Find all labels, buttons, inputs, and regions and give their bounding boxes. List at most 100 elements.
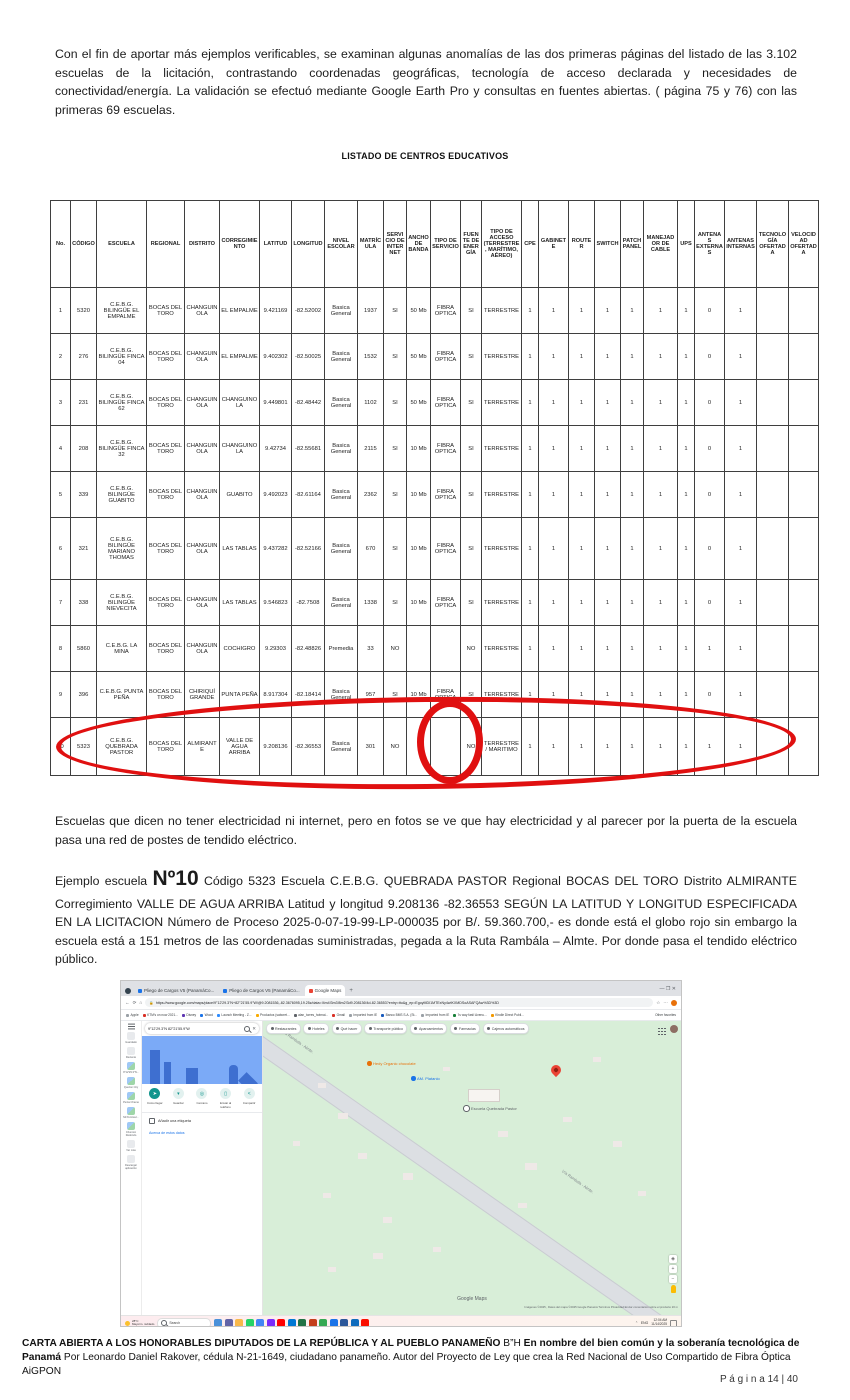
tray-chevron-icon[interactable]: ⌃: [635, 1321, 638, 1325]
other-favorites[interactable]: Other favorites: [655, 1013, 676, 1017]
account-avatar[interactable]: [670, 1024, 678, 1033]
notifications-icon[interactable]: [670, 1319, 677, 1326]
red-circle-annotation: [417, 700, 483, 784]
zoom-in-button[interactable]: +: [669, 1265, 677, 1273]
apps-grid-icon[interactable]: [658, 1027, 660, 1030]
table-cell: CHIRIQUÍ GRANDE: [184, 671, 220, 718]
add-label-row[interactable]: Añadir una etiqueta: [142, 1111, 262, 1128]
bookmark-item[interactable]: Imported from IE: [421, 1013, 449, 1017]
bookmark-item[interactable]: Launch Meeting - Z...: [216, 1013, 252, 1017]
bookmark-item[interactable]: Gmail: [332, 1013, 345, 1017]
map-filter-chip[interactable]: Transporte público: [364, 1023, 408, 1034]
browser-tab[interactable]: Pliego de Cargos V5 (PanamáCo...: [134, 985, 218, 996]
place-thumbnail-icon: [127, 1062, 135, 1071]
hamburger-menu-icon[interactable]: [127, 1026, 135, 1028]
taskbar-app-icon[interactable]: [224, 1319, 233, 1326]
poi-am-platanio[interactable]: AM. Platanio: [411, 1076, 440, 1081]
bookmark-item[interactable]: alan_torres_hotmai...: [293, 1013, 328, 1017]
maps-search-input[interactable]: 9°12'29.3"N 82°21'55.9"W ✕: [145, 1023, 259, 1034]
weather-widget[interactable]: 28°C Mayorm. nublado: [125, 1318, 154, 1326]
maps-action-cercano[interactable]: ◎ Cercano: [191, 1088, 213, 1109]
new-tab-button[interactable]: +: [349, 988, 353, 994]
poi-hedy-organic[interactable]: Hedy Organic chocolate: [367, 1061, 416, 1066]
bookmark-item[interactable]: Apple: [126, 1013, 139, 1017]
bookmark-item[interactable]: Banco BMS S.A. (St...: [381, 1013, 417, 1017]
tray-language[interactable]: ENG: [640, 1321, 649, 1325]
browser-tab[interactable]: Google Maps: [304, 985, 346, 996]
system-tray[interactable]: ⌃ ENG 12:04 AM 11/14/2025: [635, 1318, 677, 1326]
menu-dots-icon[interactable]: ⋯: [663, 999, 668, 1005]
maps-action-guardar[interactable]: ▾ Guardar: [167, 1088, 189, 1109]
map-filter-chip[interactable]: Hoteles: [303, 1023, 330, 1034]
pegman-icon[interactable]: [670, 1285, 676, 1293]
weather-temp: 28°C: [132, 1318, 139, 1323]
taskbar-app-icon[interactable]: [319, 1319, 328, 1326]
star-icon[interactable]: ☆: [656, 999, 661, 1005]
taskbar-app-icon[interactable]: [340, 1319, 349, 1326]
bookmark-item[interactable]: Kindle Direct Publi...: [490, 1013, 524, 1017]
browser-avatar[interactable]: [671, 999, 677, 1006]
maps-sidebar-item[interactable]: Chumico Redondo: [122, 1122, 141, 1137]
refresh-icon[interactable]: ⟳: [132, 999, 137, 1005]
table-cell: 8.917304: [259, 671, 292, 718]
maps-sidebar-item[interactable]: Ver más: [122, 1140, 141, 1152]
sidebar-item-label: Mi Peninsul...: [123, 1116, 139, 1120]
close-icon[interactable]: ✕: [252, 1025, 256, 1031]
poi-escuela-quebrada-pastor[interactable]: Escuela Quebrada Pastor: [463, 1105, 517, 1112]
maps-sidebar-item[interactable]: Punta Chame: [122, 1092, 141, 1104]
back-icon[interactable]: ←: [125, 1000, 130, 1005]
my-location-icon[interactable]: ◈: [669, 1255, 677, 1263]
bookmark-item[interactable]: 'Is way fast! Avenu...: [453, 1013, 487, 1017]
taskbar-search[interactable]: Search: [157, 1317, 212, 1326]
zoom-out-button[interactable]: −: [669, 1275, 677, 1283]
maps-sidebar-item[interactable]: Quezon City: [122, 1077, 141, 1089]
map-filter-chip[interactable]: Farmacias: [449, 1023, 481, 1034]
map-road: [263, 1021, 681, 1315]
table-cell: SI: [460, 579, 482, 626]
table-cell: 1937: [357, 287, 384, 334]
bookmark-label: Disney: [186, 1013, 197, 1017]
taskbar-app-icon[interactable]: [361, 1319, 370, 1326]
red-map-pin[interactable]: [548, 1062, 564, 1078]
table-cell: 301: [357, 717, 384, 776]
bookmark-item[interactable]: Productos (saboret...: [255, 1013, 290, 1017]
about-data-link[interactable]: Acerca de estos datos: [149, 1130, 185, 1135]
maps-sidebar-item[interactable]: Reciente: [122, 1047, 141, 1059]
taskbar-app-icon[interactable]: [214, 1319, 223, 1326]
map-filter-chip[interactable]: Aparcamientos: [409, 1023, 448, 1034]
bookmark-item[interactable]: KTM's on now 2021...: [142, 1013, 178, 1017]
browser-tab[interactable]: Pliego de Cargos V5 (PanamáCo...: [219, 985, 303, 996]
maps-sidebar-item[interactable]: Mi Peninsul...: [122, 1107, 141, 1119]
search-icon[interactable]: [244, 1025, 251, 1032]
address-bar[interactable]: 🔒 https://www.google.com/maps/place/9°12…: [145, 998, 654, 1007]
map-filter-chip[interactable]: Restaurantes: [266, 1023, 301, 1034]
maps-sidebar-item[interactable]: Descargar aplicación: [122, 1155, 141, 1170]
maps-action-c-mo-llegar[interactable]: ➤ Cómo llegar: [144, 1088, 166, 1109]
map-filter-chip[interactable]: Cajeros automáticos: [482, 1023, 530, 1034]
taskbar-app-icon[interactable]: [256, 1319, 265, 1326]
maps-action-enviar-al-tel-fono[interactable]: ▯ Enviar al teléfono: [215, 1088, 237, 1109]
taskbar-app-icon[interactable]: [235, 1319, 244, 1326]
home-icon[interactable]: ⌂: [139, 1000, 143, 1005]
maps-sidebar-item[interactable]: Guardado: [122, 1032, 141, 1044]
table-cell: 1: [538, 625, 569, 672]
taskbar-app-icon[interactable]: [350, 1319, 359, 1326]
taskbar-app-icon[interactable]: [308, 1319, 317, 1326]
map-filter-chip[interactable]: Qué hacer: [331, 1023, 362, 1034]
window-controls[interactable]: — ❐ ✕: [659, 986, 676, 992]
maps-action-compartir[interactable]: < Compartir: [238, 1088, 260, 1109]
taskbar-app-icon[interactable]: [266, 1319, 275, 1326]
taskbar-app-icon[interactable]: [298, 1319, 307, 1326]
bookmark-item[interactable]: Imported from IE: [348, 1013, 377, 1017]
taskbar-app-icon[interactable]: [329, 1319, 338, 1326]
map-canvas[interactable]: Restaurantes Hoteles Qué hacer Transporte p…: [263, 1021, 681, 1315]
bookmark-item[interactable]: Disney: [181, 1013, 197, 1017]
taskbar-clock[interactable]: 12:04 AM 11/14/2025: [651, 1318, 667, 1326]
column-header: PATCH PANEL: [620, 200, 644, 288]
taskbar-app-icon[interactable]: [277, 1319, 286, 1326]
bookmark-item[interactable]: Wood: [200, 1013, 213, 1017]
chip-label: Cajeros automáticos: [491, 1026, 525, 1031]
maps-sidebar-item[interactable]: 9°12'29.3"N...: [122, 1062, 141, 1074]
taskbar-app-icon[interactable]: [245, 1319, 254, 1326]
taskbar-app-icon[interactable]: [287, 1319, 296, 1326]
